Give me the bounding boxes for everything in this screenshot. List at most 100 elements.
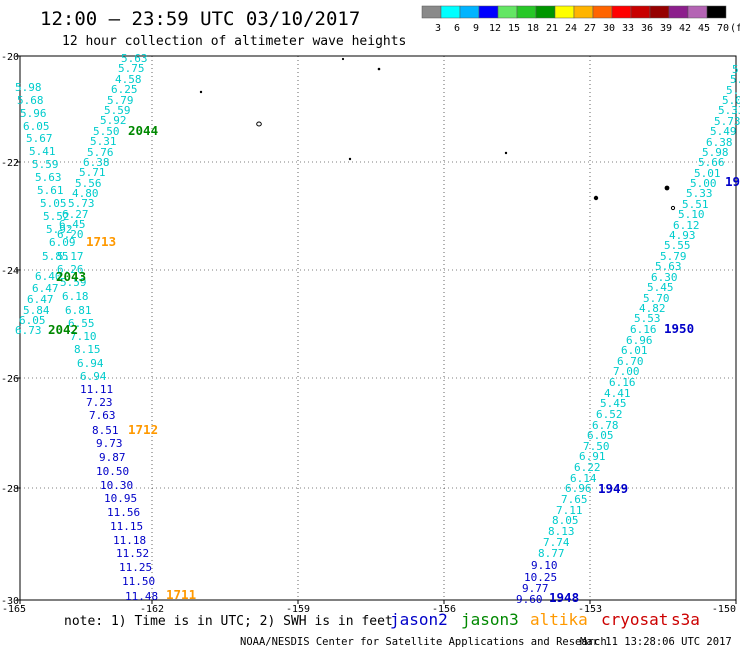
lat-tick-label: -26 <box>1 374 19 385</box>
wave-height-label: 5.79 <box>660 250 687 263</box>
island-marker <box>341 57 345 61</box>
colorbar-label: 39 <box>660 23 672 34</box>
satellite-legend-jason3: jason3 <box>461 610 519 629</box>
wave-height-label: 8.05 <box>552 514 579 527</box>
island-marker <box>199 90 203 94</box>
wave-height-label: 10.30 <box>100 479 133 492</box>
wave-height-label: 9.10 <box>531 559 558 572</box>
wave-height-label: 6.30 <box>651 271 678 284</box>
pass-time-labels: 2044 1713 2043 2042 1712 1711 19 1950 1949 1948 <box>48 123 740 605</box>
pass-time-label: 19 <box>725 174 740 189</box>
wave-height-label: 5.55 <box>664 239 691 252</box>
wave-height-label: 11.48 <box>125 590 158 603</box>
lon-tick-label: -159 <box>286 604 310 615</box>
wave-height-label: 5.59 <box>60 276 87 289</box>
wave-height-label: 5. <box>732 63 740 76</box>
pass-time-label: 2043 <box>56 269 86 284</box>
colorbar-swatch <box>573 5 594 19</box>
colorbar-swatch <box>554 5 575 19</box>
map-gridlines <box>20 56 736 600</box>
wave-height-label: 5.59 <box>32 158 59 171</box>
satellite-legend-s3a: s3a <box>671 610 700 629</box>
wave-height-label: 6.25 <box>111 83 138 96</box>
wave-height-label: 5.98 <box>702 146 729 159</box>
wave-height-label: 5.17 <box>57 250 84 263</box>
wave-height-label: 6.22 <box>574 461 601 474</box>
pass-time-label: 2042 <box>48 322 78 337</box>
colorbar-label: 42 <box>679 23 691 34</box>
wave-height-label: 11.15 <box>110 520 143 533</box>
wave-height-label: 5.73 <box>68 197 95 210</box>
wave-height-label: 5.61 <box>37 184 64 197</box>
wave-height-label: 11.18 <box>113 534 146 547</box>
wave-height-label: 5.92 <box>46 223 73 236</box>
pass-time-label: 1948 <box>549 590 579 605</box>
wave-height-label: 6.55 <box>68 317 95 330</box>
lat-tick-label: -28 <box>1 484 19 495</box>
pass-time-label: 1712 <box>128 422 158 437</box>
colorbar-swatch <box>516 5 537 19</box>
wave-height-label: 6.16 <box>630 323 657 336</box>
wave-height-label: 6.94 <box>80 370 107 383</box>
colorbar-swatch <box>497 5 518 19</box>
wave-height-label: 6.14 <box>570 472 597 485</box>
wave-height-label: 9.60 <box>516 593 543 606</box>
colorbar-swatch <box>535 5 556 19</box>
wave-height-label: 5.33 <box>718 104 740 117</box>
colorbar-label: 33 <box>622 23 634 34</box>
wave-height-label: 4.80 <box>72 187 99 200</box>
wave-height-label: 6.45 <box>59 218 86 231</box>
wave-height-label: 5.98 <box>15 81 42 94</box>
wave-height-label: 5.92 <box>100 114 127 127</box>
island-marker <box>670 205 676 211</box>
wave-height-label: 11.50 <box>122 575 155 588</box>
colorbar-label: 18 <box>527 23 539 34</box>
wave-height-label: 5.0 <box>722 94 740 107</box>
wave-height-label: 5.59 <box>104 104 131 117</box>
colorbar-label: 27 <box>584 23 596 34</box>
map-plot-area: -165 -162 -159 -156 -153 -150 -20 -22 -24 -26 -28 -… <box>1 52 737 615</box>
wave-height-label: 5.10 <box>678 208 705 221</box>
island-marker <box>664 185 670 191</box>
wave-height-label: 5.49 <box>710 125 737 138</box>
pass-time-label: 1711 <box>166 587 196 602</box>
wave-height-label: 6.91 <box>579 450 606 463</box>
colorbar-label: 30 <box>603 23 615 34</box>
colorbar-label: 15 <box>508 23 520 34</box>
wave-height-label: 5. <box>730 73 740 86</box>
wave-height-label: 10.50 <box>96 465 129 478</box>
lon-tick-label: -153 <box>578 604 602 615</box>
wave-height-observations: 5.635.754.586.255.795.595.925.505.315.76… <box>15 52 740 606</box>
colorbar-label: 6 <box>454 23 460 34</box>
wave-height-label: 8.13 <box>548 525 575 538</box>
wave-height-label: 5.05 <box>40 197 67 210</box>
wave-height-label: 5.00 <box>690 177 717 190</box>
wave-height-label: 6.52 <box>596 408 623 421</box>
satellite-legend-cryosat: cryosat <box>601 610 668 629</box>
wave-height-label: 5.73 <box>714 115 740 128</box>
wave-height-label: 6.09 <box>49 236 76 249</box>
island-marker <box>256 121 262 127</box>
colorbar-swatch <box>630 5 651 19</box>
wave-height-label: 4.41 <box>604 387 631 400</box>
wave-height-label: 9.87 <box>99 451 126 464</box>
wave-height-label: 6.38 <box>83 156 110 169</box>
lon-tick-label: -165 <box>2 604 26 615</box>
wave-height-label: 7.74 <box>543 536 570 549</box>
wave-height-label: 5.51 <box>682 198 709 211</box>
wave-height-label: 5.01 <box>694 167 721 180</box>
wave-height-label: 6.27 <box>62 208 89 221</box>
pass-time-label: 1713 <box>86 234 116 249</box>
island-marker <box>504 151 508 155</box>
wave-height-label: 5.45 <box>647 281 674 294</box>
colorbar-label: 9 <box>473 23 479 34</box>
island-marker <box>377 67 381 71</box>
wave-height-label: 5.84 <box>23 304 50 317</box>
pass-time-label: 1949 <box>598 481 628 496</box>
colorbar-swatch <box>649 5 670 19</box>
wave-height-label: 5.75 <box>118 62 145 75</box>
wave-height-label: 11.25 <box>119 561 152 574</box>
wave-height-label: 6.81 <box>65 304 92 317</box>
